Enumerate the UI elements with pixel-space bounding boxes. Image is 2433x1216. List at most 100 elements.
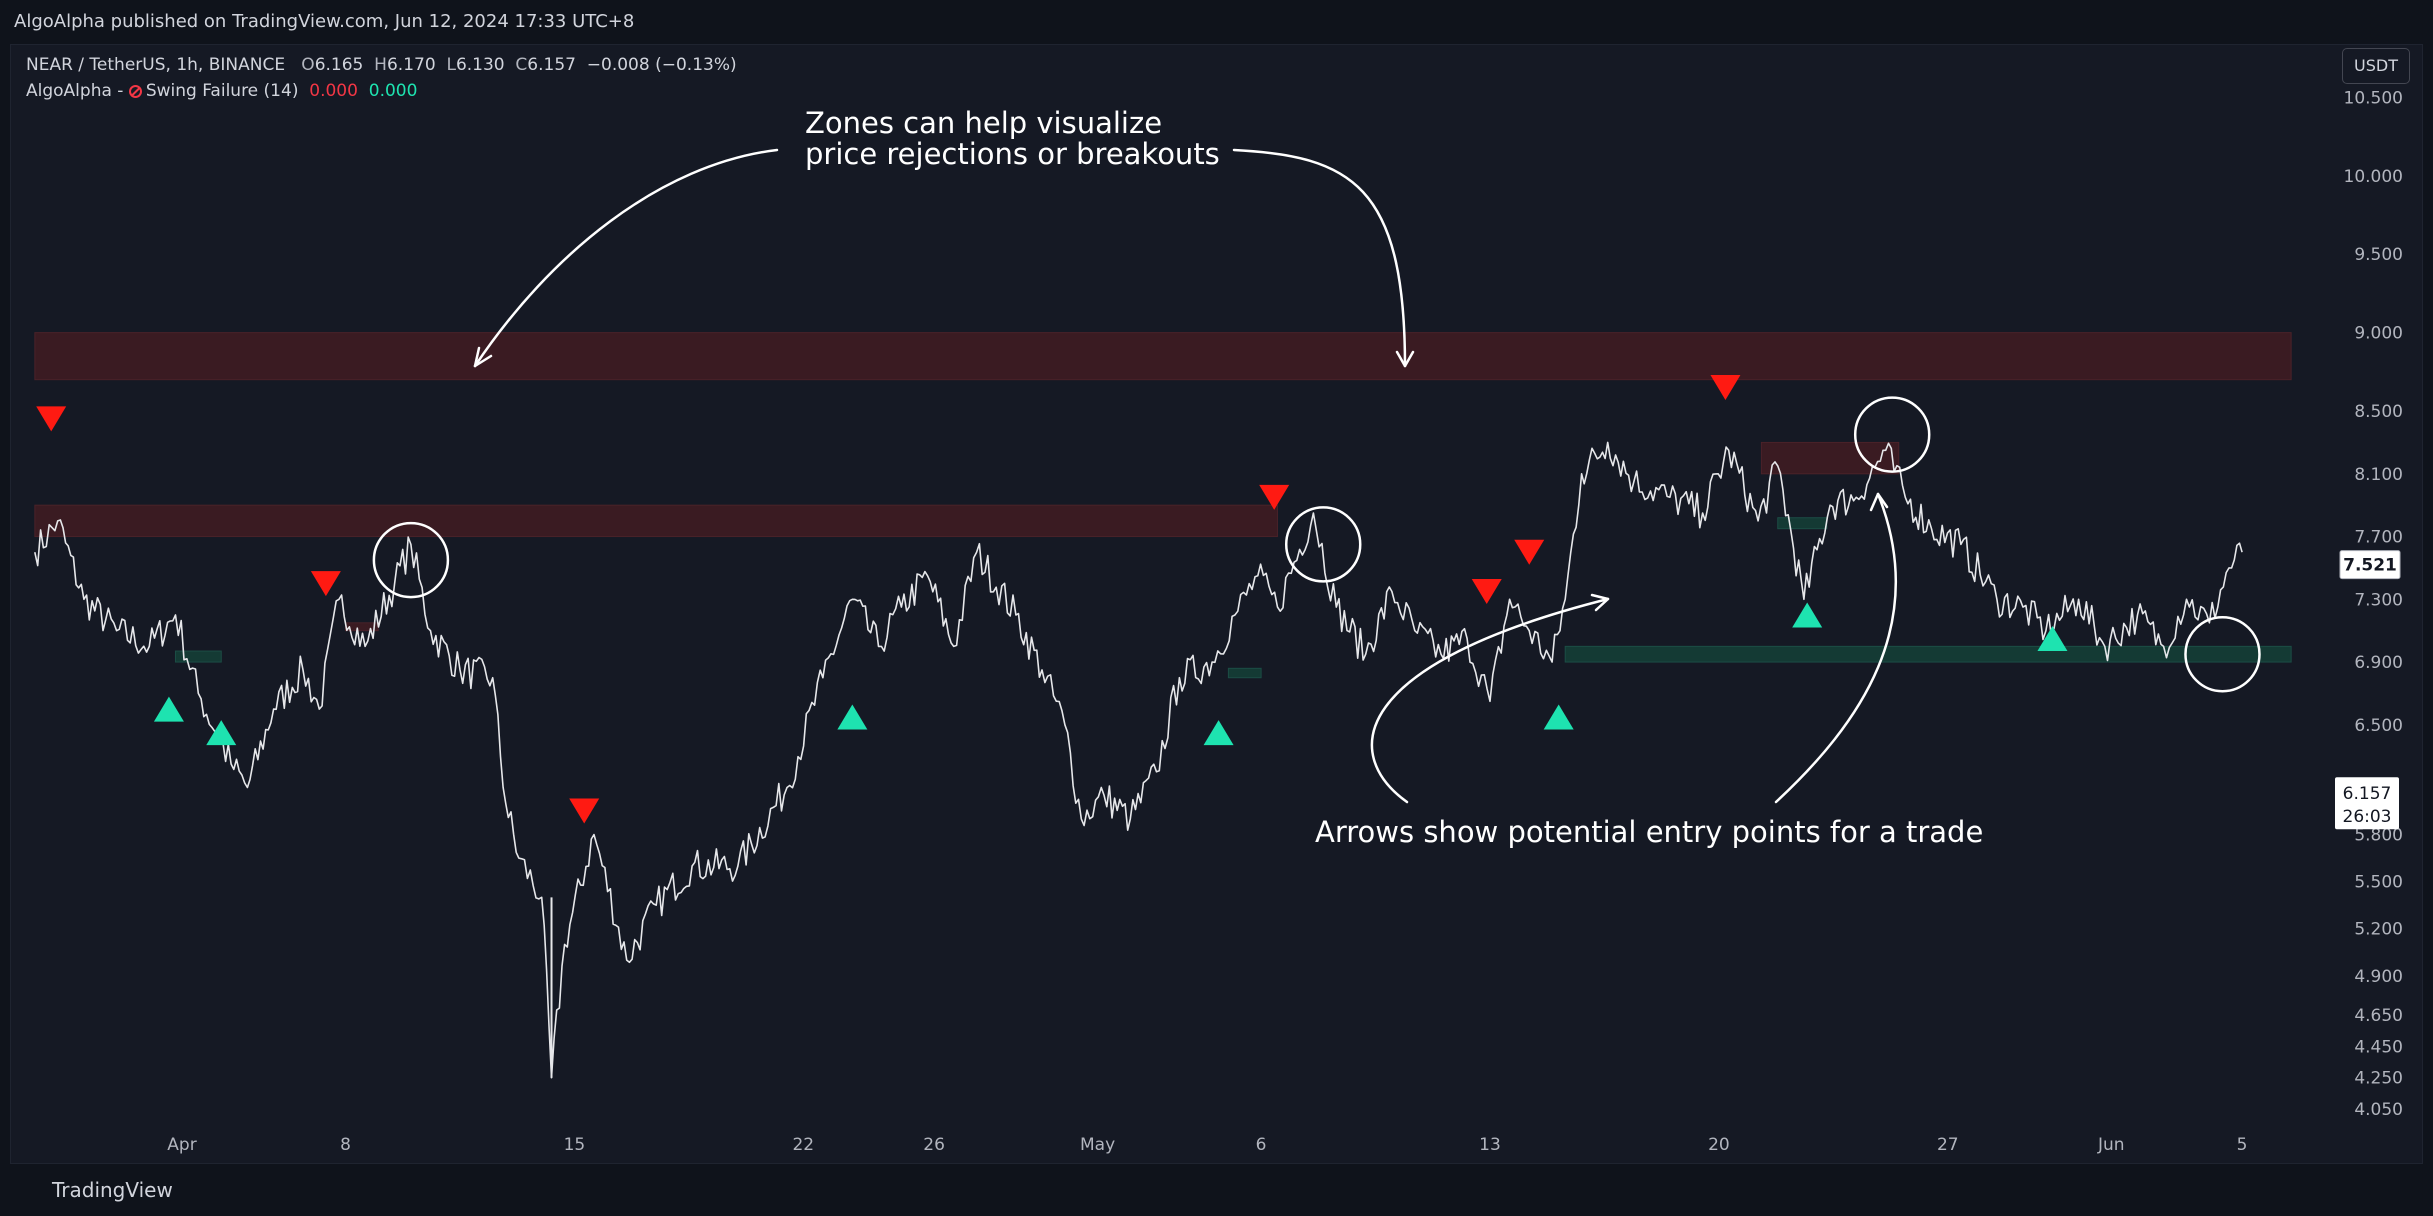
currency-button[interactable]: USDT xyxy=(2342,48,2410,84)
footer: TradingView xyxy=(0,1164,2433,1216)
sell-signal-marker xyxy=(36,406,67,432)
x-tick-label: 15 xyxy=(564,1135,586,1155)
y-tick-label: 7.300 xyxy=(2354,590,2403,610)
sell-signal-marker xyxy=(569,798,600,824)
sell-signal-marker xyxy=(1471,578,1502,604)
highlight-circle xyxy=(2184,615,2261,693)
support-zone xyxy=(174,650,222,663)
annotation-zones-line-2: price rejections or breakouts xyxy=(805,137,1220,171)
y-tick-label: 8.100 xyxy=(2354,465,2403,485)
annotation-arrow-right xyxy=(1232,148,1407,368)
highlight-circle xyxy=(372,521,450,599)
price-series-line xyxy=(34,441,2243,1079)
y-tick-label: 10.500 xyxy=(2344,88,2403,108)
indicator-value-2: 0.000 xyxy=(368,81,418,101)
buy-signal-marker xyxy=(1203,720,1234,746)
chart-legend: NEAR / TetherUS, 1h, BINANCE O6.165 H6.1… xyxy=(26,52,737,104)
current-price-badge xyxy=(2335,777,2399,830)
annotation-arrowhead-right xyxy=(1395,350,1415,368)
annotation-arrow-bottom-left xyxy=(1370,597,1610,804)
x-tick-label: 27 xyxy=(1937,1135,1959,1155)
low-label: L xyxy=(446,55,456,75)
y-tick-label: 4.250 xyxy=(2354,1069,2403,1089)
resistance-zone xyxy=(34,504,1278,538)
tradingview-brand[interactable]: TradingView xyxy=(52,1178,173,1202)
open-label: O xyxy=(301,55,315,75)
y-tick-label: 5.800 xyxy=(2354,826,2403,846)
indicator-value-1: 0.000 xyxy=(309,81,358,101)
buy-signal-marker xyxy=(153,696,184,722)
buy-signal-marker xyxy=(206,720,237,746)
y-tick-label: 9.500 xyxy=(2354,245,2403,265)
price-chart[interactable]: Zones can help visualize price rejection… xyxy=(10,44,2423,1164)
support-zone xyxy=(1564,645,2292,663)
buy-signal-marker xyxy=(1543,704,1574,730)
annotation-arrows-layer xyxy=(473,148,1898,804)
high-label: H xyxy=(374,55,387,75)
y-tick-label: 4.650 xyxy=(2354,1006,2403,1026)
y-tick-label: 6.500 xyxy=(2354,716,2403,736)
x-tick-label: 8 xyxy=(340,1135,351,1155)
x-tick-label: 13 xyxy=(1479,1135,1501,1155)
sell-signal-marker xyxy=(1259,484,1290,510)
indicator-name: Swing Failure (14) xyxy=(145,81,299,101)
close-label: C xyxy=(515,55,528,75)
highlight-circle xyxy=(1853,396,1931,473)
annotation-arrowhead-bottom-right xyxy=(1869,492,1889,512)
symbol-title[interactable]: NEAR / TetherUS, 1h, BINANCE xyxy=(26,55,286,75)
last-price-value: 7.521 xyxy=(2343,556,2397,576)
resistance-zone xyxy=(34,332,2292,381)
buy-signal-marker xyxy=(1792,602,1823,628)
change-value: −0.008 (−0.13%) xyxy=(586,55,737,75)
support-zone xyxy=(1777,517,1828,530)
x-tick-label: 20 xyxy=(1708,1135,1730,1155)
x-tick-label: 22 xyxy=(792,1135,814,1155)
buy-signal-marker xyxy=(2037,626,2068,652)
x-tick-label: 5 xyxy=(2237,1135,2248,1155)
x-tick-label: Jun xyxy=(2097,1135,2125,1155)
sell-signal-marker xyxy=(1514,539,1545,565)
signals-layer xyxy=(36,375,2068,824)
high-value: 6.170 xyxy=(386,55,436,75)
annotation-arrows-text: Arrows show potential entry points for a… xyxy=(1315,815,1983,849)
highlight-circle xyxy=(1284,506,1362,583)
y-tick-label: 10.000 xyxy=(2344,167,2403,187)
y-tick-label: 8.500 xyxy=(2354,402,2403,422)
buy-signal-marker xyxy=(837,704,868,730)
last-price-badge xyxy=(2339,550,2401,580)
annotation-arrow-bottom-right xyxy=(1774,492,1898,804)
support-zone xyxy=(1227,667,1262,679)
y-tick-label: 4.450 xyxy=(2354,1037,2403,1057)
x-tick-label: May xyxy=(1080,1135,1115,1155)
highlight-circles-layer xyxy=(372,396,2261,693)
no-entry-icon xyxy=(128,85,142,98)
y-tick-label: 9.000 xyxy=(2354,324,2403,344)
close-value: 6.157 xyxy=(527,55,576,75)
y-tick-label: 7.700 xyxy=(2354,528,2403,548)
low-value: 6.130 xyxy=(455,55,505,75)
indicator-author: AlgoAlpha - xyxy=(26,81,124,101)
x-tick-label: 6 xyxy=(1256,1135,1267,1155)
open-value: 6.165 xyxy=(314,55,364,75)
countdown-value: 26:03 xyxy=(2343,807,2392,827)
chart-panel[interactable] xyxy=(10,44,2423,1164)
y-tick-label: 4.050 xyxy=(2354,1100,2403,1120)
publication-header: AlgoAlpha published on TradingView.com, … xyxy=(0,0,2433,44)
y-tick-label: 5.500 xyxy=(2354,873,2403,893)
indicator-row[interactable]: AlgoAlpha - Swing Failure (14) 0.000 0.0… xyxy=(26,78,737,104)
y-tick-label: 6.900 xyxy=(2354,653,2403,673)
annotation-arrowhead-left xyxy=(473,346,493,368)
axes-layer: 10.500 10.000 9.500 9.000 8.500 8.100 7.700 7.3… xyxy=(167,88,2403,1155)
publication-info: AlgoAlpha published on TradingView.com, … xyxy=(14,11,635,32)
price-layer xyxy=(34,441,2243,1079)
annotation-arrow-left xyxy=(473,148,779,368)
y-tick-label: 4.900 xyxy=(2354,967,2403,987)
sell-signal-marker xyxy=(310,571,341,597)
zones-layer xyxy=(34,332,2292,679)
current-price-value: 6.157 xyxy=(2343,784,2392,804)
x-tick-label: 26 xyxy=(923,1135,945,1155)
ohlc-row: NEAR / TetherUS, 1h, BINANCE O6.165 H6.1… xyxy=(26,52,737,78)
y-tick-label: 5.200 xyxy=(2354,920,2403,940)
annotation-zones-line-1: Zones can help visualize xyxy=(805,106,1162,140)
annotation-arrowhead-bottom-left xyxy=(1590,593,1610,612)
